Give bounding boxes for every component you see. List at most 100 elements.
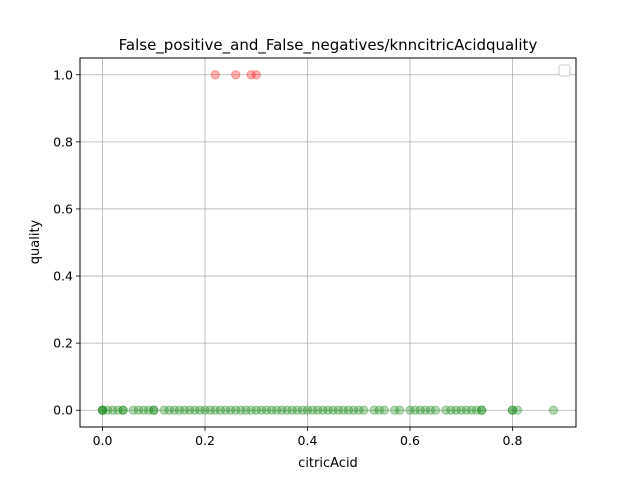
data-point (143, 405, 154, 415)
x-axis-ticks: 0.0 0.2 0.4 0.6 0.8 (93, 427, 523, 448)
data-point (184, 405, 195, 415)
data-point (507, 405, 518, 415)
data-point (256, 405, 267, 415)
y-tick-label: 0.8 (53, 134, 73, 149)
data-point (118, 405, 128, 415)
y-tick-label: 0.6 (53, 201, 73, 216)
data-point (379, 405, 390, 415)
data-point (354, 405, 364, 415)
data-points (97, 70, 559, 415)
data-point (133, 405, 144, 415)
data-point (369, 405, 379, 415)
data-point (113, 405, 123, 415)
data-point (220, 405, 231, 415)
data-point (461, 405, 472, 415)
data-point (415, 405, 425, 415)
x-tick-label: 0.2 (195, 433, 215, 448)
data-point (313, 405, 323, 415)
y-tick-label: 0.0 (53, 403, 73, 418)
plot-frame (79, 57, 577, 428)
data-point (246, 70, 256, 80)
data-point (477, 405, 487, 415)
data-point (318, 405, 328, 415)
data-point (282, 405, 292, 415)
x-axis-label: citricAcid (298, 456, 358, 471)
chart-title: False_positive_and_False_negatives/knnci… (119, 36, 538, 55)
data-point (338, 405, 349, 415)
x-tick-label: 0.0 (93, 433, 113, 448)
y-axis-label: quality (28, 219, 43, 264)
plot-area (79, 57, 577, 428)
data-point (292, 405, 302, 415)
data-point (205, 405, 215, 415)
data-point (97, 405, 108, 415)
data-point (179, 405, 190, 415)
data-point (225, 405, 236, 415)
y-tick-label: 1.0 (53, 67, 73, 82)
data-point (210, 405, 220, 415)
data-point (261, 405, 272, 415)
data-point (102, 405, 113, 415)
y-tick-label: 0.4 (53, 269, 73, 284)
data-point (430, 405, 441, 415)
data-point (266, 405, 277, 415)
data-point (333, 405, 343, 415)
data-point (251, 70, 261, 80)
data-point (138, 405, 149, 415)
data-point (425, 405, 436, 415)
data-point (477, 405, 487, 415)
data-point (456, 405, 466, 415)
data-point (297, 405, 308, 415)
data-point (507, 405, 518, 415)
y-axis-ticks: 0.0 0.2 0.4 0.6 0.8 1.0 (53, 67, 80, 418)
data-point (328, 405, 338, 415)
data-point (395, 405, 405, 415)
data-point (236, 405, 246, 415)
data-point (512, 405, 523, 415)
grid-lines (80, 58, 576, 427)
data-point (174, 405, 185, 415)
data-point (164, 405, 174, 415)
data-point (215, 405, 226, 415)
data-point (302, 405, 313, 415)
data-point (323, 405, 333, 415)
data-point (159, 405, 169, 415)
data-point (451, 405, 461, 415)
data-point (210, 70, 220, 80)
data-point (108, 405, 118, 415)
data-point (389, 405, 400, 415)
data-point (169, 405, 179, 415)
data-point (231, 405, 241, 415)
data-point (149, 405, 159, 415)
data-point (441, 405, 451, 415)
data-point (231, 70, 241, 80)
data-point (446, 405, 456, 415)
data-point (374, 405, 384, 415)
x-tick-label: 0.8 (503, 433, 523, 448)
data-point (97, 405, 108, 415)
data-point (548, 405, 559, 415)
data-point (420, 405, 431, 415)
data-point (287, 405, 297, 415)
y-tick-label: 0.2 (53, 336, 73, 351)
data-point (241, 405, 251, 415)
data-point (410, 405, 420, 415)
data-point (118, 405, 128, 415)
data-point (97, 405, 108, 415)
x-tick-label: 0.4 (298, 433, 318, 448)
data-point (190, 405, 200, 415)
data-point (195, 405, 205, 415)
data-point (405, 405, 415, 415)
data-point (277, 405, 287, 415)
data-point (466, 405, 477, 415)
data-point (359, 405, 369, 415)
data-point (471, 405, 482, 415)
data-point (200, 405, 210, 415)
data-point (348, 405, 359, 415)
data-point (307, 405, 318, 415)
data-point (149, 405, 159, 415)
data-point (128, 405, 138, 415)
x-tick-label: 0.6 (400, 433, 420, 448)
legend-box[interactable] (558, 64, 571, 77)
